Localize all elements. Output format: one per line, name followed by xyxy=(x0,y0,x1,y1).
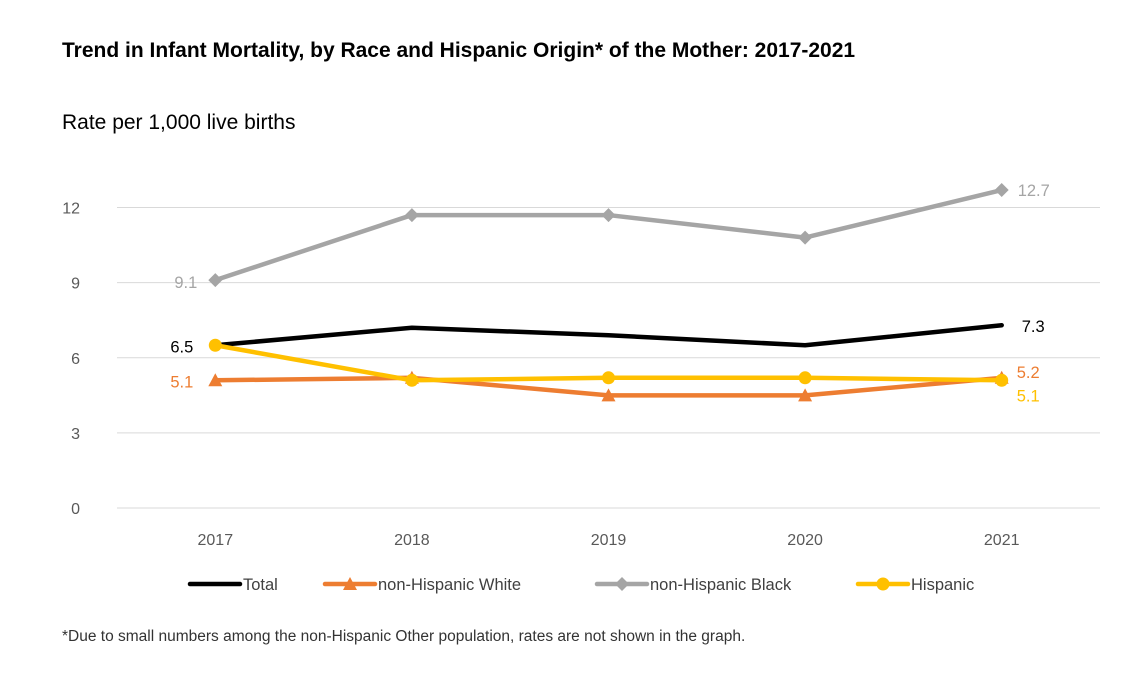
series-line-total xyxy=(213,322,1004,348)
data-label-non-hispanic-white: 5.1 xyxy=(170,373,193,391)
x-tick-label: 2021 xyxy=(984,532,1020,549)
data-point-hispanic xyxy=(602,371,615,385)
chart-title: Trend in Infant Mortality, by Race and H… xyxy=(62,39,856,62)
data-point-non-hispanic-white xyxy=(601,388,616,402)
series-line-non-hispanic-black xyxy=(213,187,1004,283)
x-tick-label: 2018 xyxy=(394,532,430,549)
data-label-non-hispanic-white: 5.2 xyxy=(1017,364,1040,382)
legend-marker-non-hispanic-white xyxy=(343,577,357,590)
y-tick-label: 3 xyxy=(71,426,80,443)
data-point-non-hispanic-black xyxy=(601,208,616,223)
x-tick-label: 2019 xyxy=(591,532,627,549)
legend-label-hispanic: Hispanic xyxy=(911,576,974,594)
data-point-non-hispanic-black xyxy=(404,208,419,223)
data-label-total: 7.3 xyxy=(1022,318,1045,336)
data-point-hispanic xyxy=(798,371,812,385)
data-point-non-hispanic-black xyxy=(208,273,223,288)
y-tick-label: 6 xyxy=(71,351,80,368)
chart-subtitle: Rate per 1,000 live births xyxy=(62,111,296,134)
y-tick-label: 12 xyxy=(62,201,80,218)
legend-label-non-hispanic-black: non-Hispanic Black xyxy=(650,576,792,594)
data-point-hispanic xyxy=(405,373,419,387)
data-label-non-hispanic-black: 12.7 xyxy=(1018,182,1050,200)
legend-label-total: Total xyxy=(243,576,278,594)
x-tick-label: 2020 xyxy=(787,532,823,549)
legend-marker-non-hispanic-black xyxy=(615,577,629,591)
data-point-non-hispanic-white xyxy=(798,388,813,402)
data-label-non-hispanic-black: 9.1 xyxy=(174,274,197,292)
x-tick-label: 2017 xyxy=(198,532,234,549)
data-point-hispanic xyxy=(995,373,1009,387)
data-label-total: 6.5 xyxy=(170,338,193,356)
data-point-non-hispanic-black xyxy=(798,230,813,245)
data-label-hispanic: 5.1 xyxy=(1017,387,1040,405)
y-tick-label: 0 xyxy=(71,501,80,518)
data-point-hispanic xyxy=(208,338,222,352)
footnote: *Due to small numbers among the non-Hisp… xyxy=(62,628,746,645)
y-tick-label: 9 xyxy=(71,276,80,293)
data-point-non-hispanic-white xyxy=(208,373,223,387)
data-point-non-hispanic-black xyxy=(994,183,1009,198)
legend-marker-hispanic xyxy=(876,577,890,591)
legend-label-non-hispanic-white: non-Hispanic White xyxy=(378,576,521,594)
